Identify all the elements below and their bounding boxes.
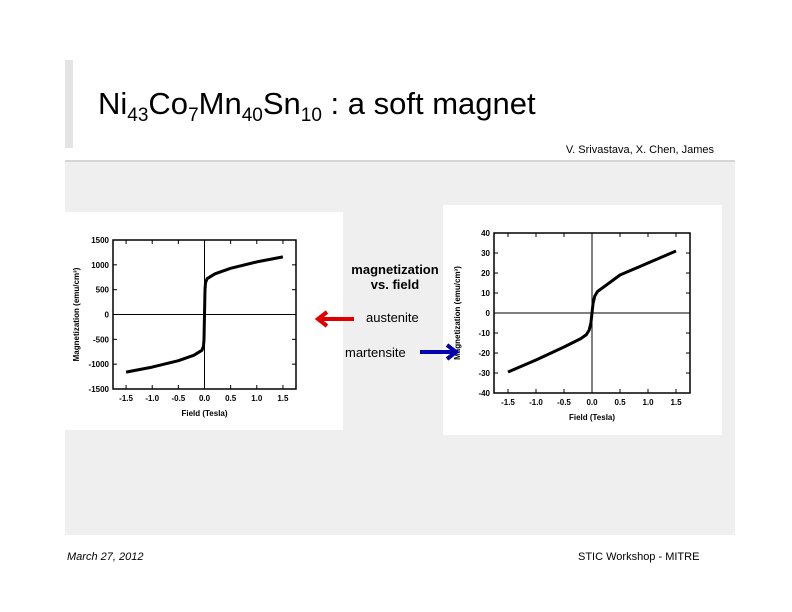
- decor-strip: [65, 60, 73, 148]
- x-tick-label: -1.5: [501, 398, 515, 407]
- chart-martensite: -1.5 -1.0 -0.5 0.0 0.5 1.0 1.5 -40 -30 -20 -10 0 10 2…: [443, 205, 722, 435]
- x-tick-label: 1.5: [277, 394, 289, 403]
- y-tick-label: 0: [105, 311, 110, 320]
- x-tick-label: -0.5: [171, 394, 185, 403]
- x-tick-label: 1.0: [251, 394, 263, 403]
- y-tick-label: 0: [486, 309, 491, 318]
- x-tick-label: -1.0: [529, 398, 543, 407]
- y-axis-label: Magnetization (emu/cm³): [72, 267, 81, 361]
- x-tick-label: 1.5: [670, 398, 682, 407]
- x-axis-label: Field (Tesla): [569, 413, 615, 422]
- martensite-label: martensite: [345, 345, 406, 360]
- x-tick-label: 0.5: [225, 394, 237, 403]
- y-tick-label: 10: [481, 289, 490, 298]
- chart-austenite: -1.5 -1.0 -0.5 0.0 0.5 1.0 1.5 -1500 -1000 -500 0 5…: [65, 212, 343, 430]
- footer-event: STIC Workshop - MITRE: [578, 551, 700, 563]
- y-tick-label: 1500: [91, 236, 109, 245]
- y-tick-label: -10: [478, 329, 490, 338]
- y-tick-label: 40: [481, 229, 490, 238]
- y-tick-label: 500: [96, 286, 110, 295]
- y-tick-label: 30: [481, 249, 490, 258]
- x-tick-label: -1.0: [145, 394, 159, 403]
- x-tick-label: 0.5: [614, 398, 626, 407]
- x-tick-label: 0.0: [199, 394, 211, 403]
- x-tick-label: 1.0: [642, 398, 654, 407]
- slide-title: Ni43Co7Mn40Sn10 : a soft magnet: [98, 86, 536, 126]
- magnetization-curve: [125, 255, 284, 374]
- y-tick-label: -1500: [89, 385, 110, 394]
- center-label: magnetization vs. field: [351, 262, 439, 292]
- x-axis-label: Field (Tesla): [181, 409, 227, 418]
- y-axis-label: Magnetization (emu/cm³): [453, 266, 462, 360]
- authors: V. Srivastava, X. Chen, James: [565, 144, 714, 156]
- magnetization-curve: [507, 249, 677, 374]
- austenite-label: austenite: [366, 310, 419, 325]
- arrow-left-icon: [314, 310, 354, 328]
- y-tick-label: -30: [478, 369, 490, 378]
- y-tick-label: 20: [481, 269, 490, 278]
- y-tick-label: 1000: [91, 261, 109, 270]
- y-tick-label: -1000: [89, 360, 110, 369]
- arrow-right-icon: [420, 343, 460, 361]
- divider: [65, 160, 735, 162]
- y-tick-label: -40: [478, 389, 490, 398]
- x-tick-label: -0.5: [557, 398, 571, 407]
- x-tick-label: -1.5: [119, 394, 133, 403]
- x-tick-label: 0.0: [586, 398, 598, 407]
- footer-date: March 27, 2012: [67, 551, 144, 563]
- y-tick-label: -20: [478, 349, 490, 358]
- y-tick-label: -500: [93, 335, 110, 344]
